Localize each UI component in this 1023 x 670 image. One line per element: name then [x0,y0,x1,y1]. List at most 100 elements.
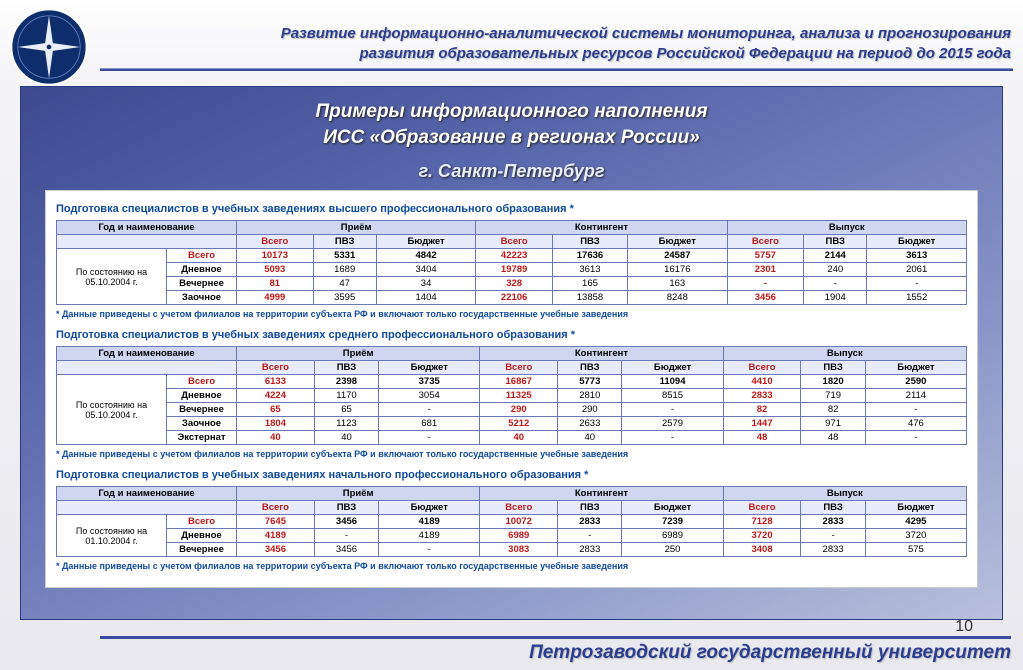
data-cell: 48 [723,431,801,445]
data-cell: 2398 [314,375,378,389]
data-cell: 7645 [237,515,315,529]
col-sub: Всего [723,361,801,375]
col-sub: Бюджет [379,361,480,375]
table-row: Дневное509316893404197893613161762301240… [57,263,967,277]
data-cell: 719 [801,389,865,403]
col-sub: ПВЗ [314,501,378,515]
col-sub: Бюджет [376,235,476,249]
col-sub: Бюджет [865,361,966,375]
row-label-cell: Вечернее [167,543,237,557]
table-row: По состоянию на 05.10.2004 г.Всего101735… [57,249,967,263]
row-label-cell: Вечернее [167,277,237,291]
col-group: Выпуск [727,221,966,235]
data-cell: 3083 [480,543,558,557]
data-cell: 65 [237,403,315,417]
col-sub: ПВЗ [314,361,378,375]
row-label-cell: Вечернее [167,403,237,417]
data-cell: 40 [480,431,558,445]
col-sub: Всего [480,361,558,375]
data-cell: 2590 [865,375,966,389]
data-cell: 8515 [622,389,723,403]
panel-subtitle: ИСС «Образование в регионах России» [21,127,1002,159]
data-cell: 40 [558,431,622,445]
data-cell: 3720 [865,529,966,543]
date-label-cell: По состоянию на 05.10.2004 г. [57,249,167,305]
data-cell: 22106 [476,291,553,305]
data-cell: 3595 [313,291,376,305]
data-cell: 1447 [723,417,801,431]
data-cell: 290 [480,403,558,417]
data-cell: 7239 [622,515,723,529]
col-sub: ПВЗ [558,361,622,375]
table-row: Вечернее34563456-3083283325034082833575 [57,543,967,557]
data-cell: 34 [376,277,476,291]
data-cell: 165 [552,277,627,291]
data-cell: - [379,543,480,557]
col-sub: Всего [480,501,558,515]
row-label-cell: Заочное [167,417,237,431]
footnote: * Данные приведены с учетом филиалов на … [56,561,967,571]
data-cell: - [622,403,723,417]
content-box: Подготовка специалистов в учебных заведе… [45,190,978,588]
section-heading: Подготовка специалистов в учебных заведе… [56,203,967,215]
data-cell: 1820 [801,375,865,389]
col-group: Контингент [480,347,723,361]
row-label-cell: Всего [167,375,237,389]
data-cell: 2833 [558,515,622,529]
table-row: Вечернее6565-290290-8282- [57,403,967,417]
col-sub: Всего [727,235,804,249]
data-cell: 4842 [376,249,476,263]
row-label-cell: Дневное [167,263,237,277]
data-cell: 8248 [628,291,728,305]
data-cell: 3456 [237,543,315,557]
data-cell: 5773 [558,375,622,389]
data-cell: - [865,431,966,445]
section-heading: Подготовка специалистов в учебных заведе… [56,469,967,481]
data-cell: 3613 [552,263,627,277]
data-cell: 6133 [237,375,315,389]
data-cell: 250 [622,543,723,557]
col-group: Контингент [480,487,723,501]
table-row: Дневное4189-41896989-69893720-3720 [57,529,967,543]
col-year: Год и наименование [57,347,237,361]
data-cell: 290 [558,403,622,417]
footer-org: Петрозаводский государственный университ… [100,636,1011,664]
col-sub: ПВЗ [552,235,627,249]
col-group: Контингент [476,221,727,235]
col-sub: Всего [476,235,553,249]
data-cell: 1170 [314,389,378,403]
data-cell: 2833 [801,515,865,529]
col-year: Год и наименование [57,487,237,501]
col-group: Выпуск [723,487,966,501]
slide-panel: Примеры информационного наполнения ИСС «… [20,86,1003,620]
col-blank [57,361,237,375]
row-label-cell: Заочное [167,291,237,305]
row-label-cell: Дневное [167,529,237,543]
data-cell: - [314,529,378,543]
col-sub: Бюджет [622,501,723,515]
col-sub: Бюджет [622,361,723,375]
header-divider [100,68,1013,71]
data-cell: 163 [628,277,728,291]
col-sub: Бюджет [865,501,966,515]
data-cell: - [804,277,867,291]
data-cell: 10072 [480,515,558,529]
data-cell: 42223 [476,249,553,263]
data-cell: - [622,431,723,445]
data-cell: - [867,277,967,291]
data-cell: 4189 [379,529,480,543]
col-sub: Бюджет [867,235,967,249]
data-cell: 5757 [727,249,804,263]
data-cell: 2833 [558,543,622,557]
footnote: * Данные приведены с учетом филиалов на … [56,309,967,319]
data-cell: 40 [237,431,315,445]
university-logo [10,8,88,86]
data-cell: 1804 [237,417,315,431]
data-table: Год и наименованиеПриёмКонтингентВыпуск … [56,220,967,305]
data-cell: 4189 [237,529,315,543]
data-cell: 2633 [558,417,622,431]
data-cell: 2301 [727,263,804,277]
data-cell: 65 [314,403,378,417]
row-label-cell: Всего [167,249,237,263]
data-cell: 5331 [313,249,376,263]
